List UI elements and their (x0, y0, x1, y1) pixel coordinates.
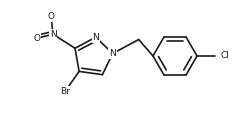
Text: O: O (48, 12, 54, 21)
Text: N: N (92, 33, 99, 42)
Text: O: O (34, 34, 41, 43)
Text: Br: Br (60, 87, 70, 96)
Text: N: N (109, 49, 116, 58)
Text: Cl: Cl (220, 51, 229, 61)
Text: N: N (50, 30, 56, 39)
